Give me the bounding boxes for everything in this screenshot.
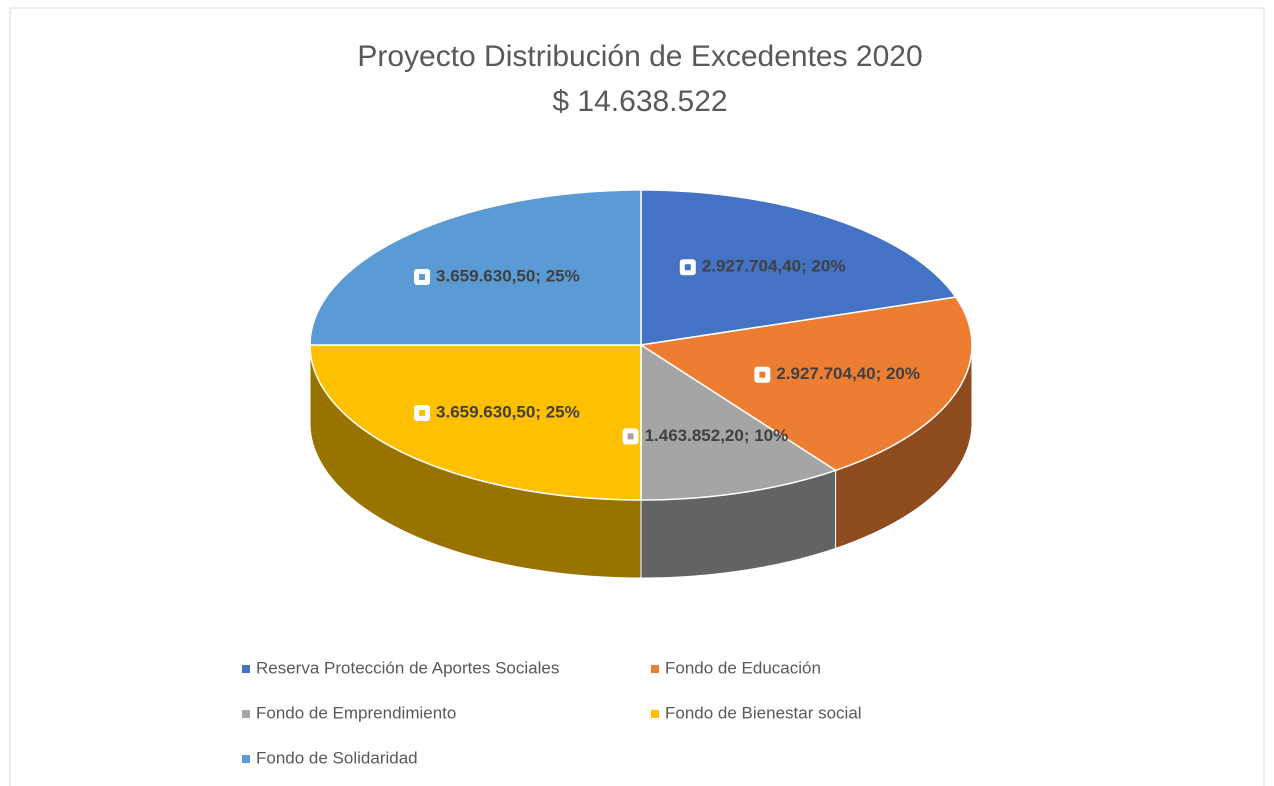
legend-marker <box>651 665 659 673</box>
data-label: 2.927.704,40; 20% <box>776 364 920 383</box>
legend-marker <box>651 710 659 718</box>
legend-marker <box>242 665 250 673</box>
legend-marker <box>242 755 250 763</box>
label-key <box>684 264 691 271</box>
legend-marker <box>242 710 250 718</box>
legend-label: Fondo de Educación <box>665 658 821 677</box>
legend-label: Fondo de Emprendimiento <box>256 703 456 722</box>
slice <box>309 344 642 501</box>
slice <box>638 296 973 472</box>
slice <box>309 189 642 346</box>
data-label: 3.659.630,50; 25% <box>436 267 580 286</box>
label-key <box>419 274 426 281</box>
chart-subtitle: $ 14.638.522 <box>552 85 727 118</box>
slice <box>640 343 838 501</box>
data-label: 3.659.630,50; 25% <box>436 402 580 421</box>
slice <box>640 189 958 346</box>
legend-label: Fondo de Solidaridad <box>256 748 418 767</box>
label-key <box>627 433 634 440</box>
data-label: 1.463.852,20; 10% <box>645 426 789 445</box>
label-key <box>759 371 766 378</box>
label-key <box>419 409 426 416</box>
chart-title: Proyecto Distribución de Excedentes 2020 <box>357 40 922 73</box>
data-label: 2.927.704,40; 20% <box>702 257 846 276</box>
legend-label: Reserva Protección de Aportes Sociales <box>256 658 559 677</box>
legend-label: Fondo de Bienestar social <box>665 703 862 722</box>
